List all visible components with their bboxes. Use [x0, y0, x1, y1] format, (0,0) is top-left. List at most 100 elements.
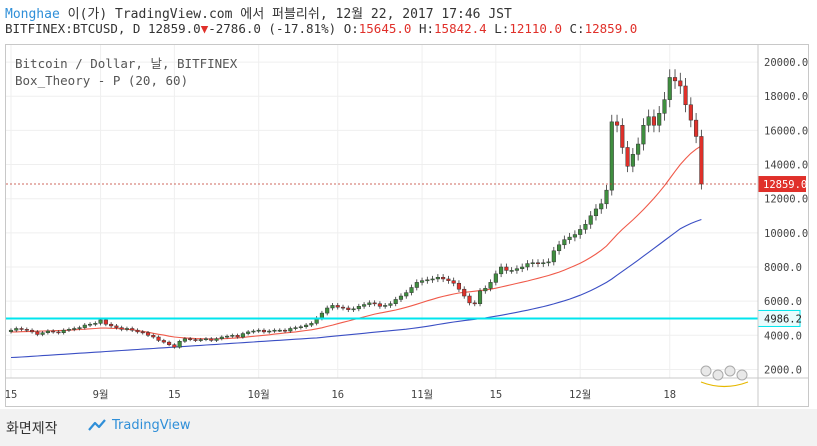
tradingview-logo[interactable]: TradingView — [86, 418, 191, 433]
candle[interactable] — [383, 302, 388, 309]
candle[interactable] — [683, 78, 688, 113]
candle[interactable] — [441, 274, 446, 283]
candle[interactable] — [82, 323, 87, 330]
candle[interactable] — [230, 333, 235, 338]
event-flags-icon[interactable] — [700, 365, 749, 388]
candle[interactable] — [615, 114, 620, 133]
candle[interactable] — [198, 337, 203, 343]
candle[interactable] — [135, 328, 140, 334]
candle[interactable] — [646, 109, 651, 133]
candle[interactable] — [588, 211, 593, 229]
candle[interactable] — [604, 184, 609, 209]
candle[interactable] — [51, 329, 56, 334]
candle[interactable] — [541, 259, 546, 268]
candle[interactable] — [309, 321, 314, 328]
candle[interactable] — [404, 289, 409, 299]
candle[interactable] — [520, 263, 525, 273]
candle[interactable] — [667, 69, 672, 108]
candle[interactable] — [599, 198, 604, 214]
author-link[interactable]: Monghae — [5, 7, 60, 22]
candle[interactable] — [567, 232, 572, 244]
candle[interactable] — [161, 338, 166, 344]
candle[interactable] — [277, 328, 282, 333]
candle[interactable] — [293, 325, 298, 331]
candle[interactable] — [414, 279, 419, 291]
candle[interactable] — [267, 329, 272, 334]
candle[interactable] — [493, 270, 498, 286]
candle[interactable] — [551, 246, 556, 266]
candle[interactable] — [14, 326, 19, 333]
candle[interactable] — [45, 329, 50, 335]
candle[interactable] — [61, 328, 66, 335]
candle[interactable] — [256, 328, 261, 333]
candle[interactable] — [425, 276, 430, 284]
candle[interactable] — [472, 300, 477, 307]
candle[interactable] — [488, 279, 493, 292]
candle[interactable] — [462, 286, 467, 299]
candle[interactable] — [225, 334, 230, 339]
candle[interactable] — [583, 219, 588, 234]
candle[interactable] — [340, 304, 346, 311]
candle[interactable] — [430, 275, 435, 283]
candle[interactable] — [678, 72, 683, 94]
candle[interactable] — [346, 305, 351, 313]
candle[interactable] — [246, 330, 251, 336]
candle[interactable] — [420, 277, 425, 286]
candle[interactable] — [694, 113, 699, 144]
candle[interactable] — [40, 330, 45, 337]
candle[interactable] — [509, 267, 514, 274]
candle[interactable] — [182, 337, 187, 343]
candle[interactable] — [88, 322, 93, 328]
candle[interactable] — [578, 225, 583, 239]
candle[interactable] — [593, 204, 599, 221]
chart-pane[interactable]: 4986.2 12859.0 2000.0 4000.0 6000.0 8000.0 10… — [5, 44, 809, 407]
candle[interactable] — [620, 118, 625, 154]
candle[interactable] — [151, 333, 156, 339]
candle[interactable] — [377, 301, 382, 309]
candle[interactable] — [261, 328, 267, 334]
candle[interactable] — [156, 335, 161, 343]
candle[interactable] — [130, 326, 135, 333]
candle[interactable] — [235, 333, 240, 339]
candle[interactable] — [172, 343, 177, 349]
candle[interactable] — [688, 97, 693, 128]
candle[interactable] — [288, 326, 293, 333]
candle[interactable] — [30, 328, 35, 334]
candle[interactable] — [530, 259, 535, 268]
candle[interactable] — [499, 263, 504, 278]
candle[interactable] — [325, 305, 330, 316]
candle[interactable] — [546, 258, 551, 267]
candle[interactable] — [93, 321, 98, 327]
candle[interactable] — [119, 325, 124, 332]
candle[interactable] — [636, 137, 641, 161]
candle[interactable] — [251, 329, 256, 334]
candle[interactable] — [435, 274, 440, 283]
candle[interactable] — [504, 263, 509, 274]
candle[interactable] — [367, 300, 372, 308]
candle[interactable] — [272, 328, 277, 333]
candle[interactable] — [304, 323, 309, 329]
candle[interactable] — [66, 327, 72, 333]
candle[interactable] — [335, 302, 340, 310]
candle[interactable] — [214, 337, 219, 343]
candle[interactable] — [451, 277, 456, 287]
candle[interactable] — [672, 69, 678, 89]
candle[interactable] — [409, 284, 414, 296]
candle[interactable] — [699, 129, 704, 190]
candle[interactable] — [398, 293, 404, 303]
candle[interactable] — [351, 306, 356, 313]
candle[interactable] — [641, 118, 646, 151]
candle[interactable] — [388, 301, 393, 308]
candle[interactable] — [467, 293, 472, 306]
candle[interactable] — [24, 327, 29, 333]
candle[interactable] — [35, 330, 40, 337]
candle[interactable] — [282, 328, 288, 333]
candle[interactable] — [625, 141, 630, 173]
candle[interactable] — [525, 260, 530, 271]
candle[interactable] — [193, 337, 198, 343]
candle[interactable] — [651, 109, 656, 133]
candle[interactable] — [77, 325, 82, 331]
candle[interactable] — [72, 326, 77, 332]
candle[interactable] — [219, 335, 224, 341]
candle[interactable] — [393, 296, 398, 307]
